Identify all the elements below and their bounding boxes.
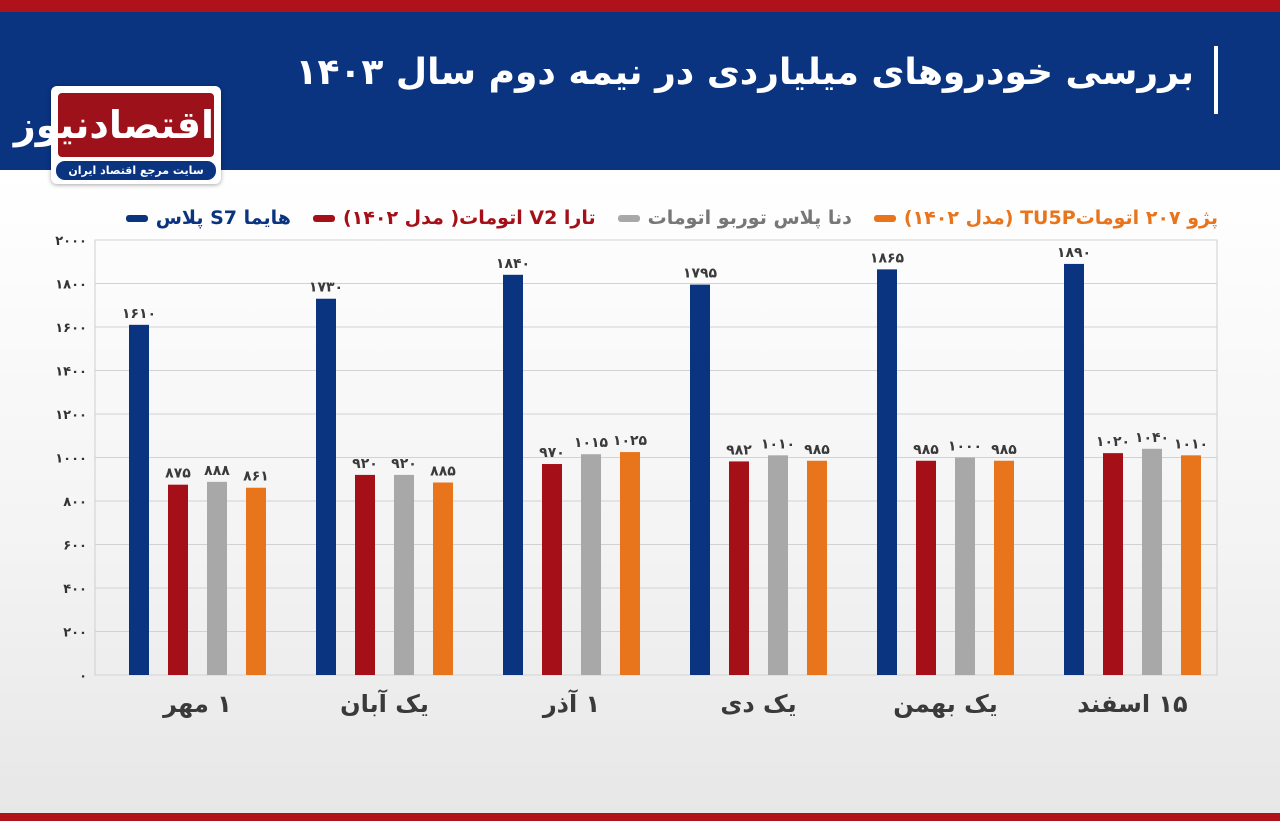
legend-item-3: پژو ۲۰۷ اتوماتTU5P (مدل ۱۴۰۲) [873, 207, 1218, 229]
chart-legend: هایما S7 پلاس تارا V2 اتومات( مدل ۱۴۰۲) … [125, 200, 1218, 236]
bar [1064, 263, 1084, 675]
bar [916, 460, 936, 675]
y-tick-label: ۱۶۰۰ [55, 321, 87, 336]
bar-value-label: ۹۸۲ [726, 442, 752, 458]
y-tick-label: ۴۰۰ [63, 582, 87, 597]
legend-swatch-3 [873, 214, 896, 222]
y-tick-label: ۲۰۰ [63, 626, 87, 641]
bar [955, 457, 975, 675]
bar-value-label: ۱۸۹۰ [1057, 245, 1091, 261]
y-tick-label: ۶۰۰ [63, 539, 87, 554]
legend-item-0: هایما S7 پلاس [125, 207, 291, 229]
bar-value-label: ۹۸۵ [991, 442, 1017, 458]
legend-label-0: هایما S7 پلاس [155, 207, 291, 229]
bar-value-label: ۱۶۱۰ [122, 306, 156, 322]
logo-tagline: سایت مرجع اقتصاد ایران [56, 161, 216, 180]
title-divider [1214, 46, 1218, 114]
legend-item-1: تارا V2 اتومات( مدل ۱۴۰۲) [312, 207, 596, 229]
bar-value-label: ۹۸۵ [913, 442, 939, 458]
bar [807, 460, 827, 675]
bar [355, 474, 375, 675]
bar [316, 298, 336, 675]
bar-value-label: ۱۰۴۰ [1135, 430, 1169, 446]
bar [877, 269, 897, 675]
x-category-label: ۱۵ اسفند [1077, 690, 1187, 718]
bar-value-label: ۸۷۵ [165, 466, 191, 482]
bar [620, 452, 640, 675]
legend-label-1: تارا V2 اتومات( مدل ۱۴۰۲) [342, 207, 596, 229]
y-tick-label: ۰ [79, 669, 87, 684]
x-category-label: ۱ آذر [542, 689, 600, 718]
legend-label-2: دنا پلاس توربو اتومات [647, 207, 852, 229]
x-category-label: یک دی [720, 690, 796, 718]
y-tick-label: ۱۲۰۰ [55, 408, 87, 423]
bar [690, 284, 710, 675]
bar [168, 484, 188, 675]
legend-label-3: پژو ۲۰۷ اتوماتTU5P (مدل ۱۴۰۲) [903, 207, 1218, 229]
bottom-accent-strip [0, 813, 1280, 821]
legend-swatch-0 [125, 214, 148, 222]
x-category-label: ۱ مهر [162, 690, 232, 718]
bar-value-label: ۱۸۴۰ [496, 256, 530, 272]
legend-swatch-2 [617, 214, 640, 222]
bar [994, 460, 1014, 675]
bar [503, 274, 523, 675]
bar-value-label: ۱۸۶۵ [870, 250, 905, 266]
bar-value-label: ۱۰۱۵ [574, 435, 609, 451]
x-category-label: یک آبان [340, 689, 429, 718]
bar [581, 454, 601, 675]
y-tick-label: ۱۴۰۰ [55, 365, 87, 380]
legend-item-2: دنا پلاس توربو اتومات [617, 207, 852, 229]
bar-value-label: ۱۰۲۵ [613, 433, 648, 449]
bar [207, 481, 227, 675]
bar [129, 324, 149, 675]
bar-value-label: ۱۷۳۰ [309, 280, 343, 296]
bar [1142, 448, 1162, 675]
x-category-label: یک بهمن [893, 690, 997, 718]
bar-value-label: ۸۶۱ [243, 469, 269, 485]
bar-value-label: ۹۲۰ [352, 456, 378, 472]
bar [729, 461, 749, 675]
bar-value-label: ۹۸۵ [804, 442, 830, 458]
logo-name: اقتصادنیوز [14, 93, 214, 157]
y-tick-label: ۱۰۰۰ [55, 452, 87, 467]
bar [246, 487, 266, 675]
bar [768, 455, 788, 675]
bar [394, 474, 414, 675]
bar [433, 482, 453, 675]
bar-value-label: ۱۰۱۰ [1174, 436, 1208, 452]
bar-value-label: ۱۰۱۰ [761, 436, 795, 452]
legend-swatch-1 [312, 214, 335, 222]
y-tick-label: ۱۸۰۰ [55, 278, 87, 293]
bar-value-label: ۱۰۰۰ [948, 439, 982, 455]
bar-value-label: ۱۷۹۵ [683, 266, 718, 282]
bar-value-label: ۸۸۵ [430, 464, 456, 480]
top-accent-strip [0, 0, 1280, 12]
bar-value-label: ۱۰۲۰ [1096, 434, 1130, 450]
bar [1181, 455, 1201, 675]
bar-value-label: ۸۸۸ [204, 463, 230, 479]
page-title: بررسی خودروهای میلیاردی در نیمه دوم سال … [295, 52, 1194, 93]
bar [542, 464, 562, 675]
logo: اقتصادنیوز سایت مرجع اقتصاد ایران [14, 86, 221, 184]
bar-value-label: ۹۷۰ [539, 445, 565, 461]
y-tick-label: ۸۰۰ [63, 495, 87, 510]
bar [1103, 453, 1123, 675]
bar-value-label: ۹۲۰ [391, 456, 417, 472]
y-tick-label: ۲۰۰۰ [55, 234, 87, 249]
